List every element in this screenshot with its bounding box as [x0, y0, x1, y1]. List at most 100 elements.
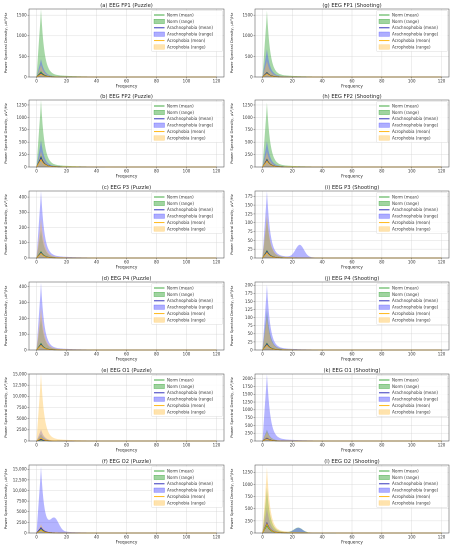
x-tick-label: 20	[64, 169, 70, 174]
subplot-9: (e) EEG O1 (Puzzle) 0 20 40 60 80 100 120 0 2500 5…	[3, 368, 225, 453]
x-tick-label: 80	[379, 169, 385, 174]
legend-entry: Norm (range)	[392, 110, 419, 115]
y-tick-label: 1000	[17, 33, 28, 38]
x-tick-label: 40	[94, 352, 100, 357]
y-axis-label: Power Spectral Density, µV²/Hz	[229, 194, 234, 255]
x-tick-label: 120	[213, 352, 221, 357]
subplot-title: (e) EEG O1 (Puzzle)	[101, 368, 152, 374]
legend-entry: Acrophobia (range)	[392, 44, 431, 49]
legend-entry: Norm (mean)	[392, 377, 419, 382]
legend-entry: Arachnophobia (mean)	[392, 25, 438, 30]
legend-entry: Acrophobia (mean)	[167, 494, 206, 499]
y-tick-label: 0	[24, 347, 27, 352]
legend-entry: Norm (range)	[392, 475, 419, 480]
legend-entry: Acrophobia (range)	[167, 135, 206, 140]
y-tick-label: 0	[24, 255, 27, 260]
x-tick-label: 60	[349, 352, 355, 357]
y-tick-label: 100	[245, 315, 253, 320]
y-tick-label: 0	[250, 164, 253, 169]
legend-swatch-area	[153, 396, 165, 402]
legend-entry: Acrophobia (range)	[167, 317, 206, 322]
x-tick-label: 120	[438, 535, 446, 540]
x-tick-label: 120	[213, 79, 221, 84]
y-axis-label: Power Spectral Density, µV²/Hz	[229, 377, 234, 438]
y-tick-label: 125	[245, 211, 253, 216]
legend-entry: Arachnophobia (mean)	[392, 390, 438, 395]
legend-entry: Arachnophobia (mean)	[392, 298, 438, 303]
x-tick-label: 120	[213, 260, 221, 265]
y-tick-label: 250	[245, 152, 253, 157]
x-tick-label: 0	[35, 79, 38, 84]
x-tick-label: 40	[94, 535, 100, 540]
x-axis-label: Frequency	[116, 84, 138, 89]
legend-entry: Acrophobia (range)	[167, 500, 206, 505]
legend-entry: Norm (range)	[392, 292, 419, 297]
y-tick-label: 0	[250, 530, 253, 535]
y-tick-label: 1750	[243, 384, 254, 389]
legend-swatch-area	[378, 409, 390, 415]
y-tick-label: 25	[248, 339, 254, 344]
legend-box	[151, 101, 223, 143]
x-tick-label: 20	[64, 352, 70, 357]
y-tick-label: 175	[245, 194, 253, 199]
x-tick-label: 40	[320, 79, 326, 84]
legend-entry: Norm (mean)	[167, 194, 194, 199]
x-tick-label: 60	[124, 443, 130, 448]
legend-swatch-area	[153, 292, 165, 297]
y-tick-label: 200	[19, 225, 27, 230]
x-axis-label: Frequency	[116, 540, 138, 545]
x-tick-label: 80	[379, 443, 385, 448]
y-tick-label: 15,000	[13, 467, 27, 472]
y-tick-label: 2500	[17, 520, 28, 525]
legend-swatch-area	[378, 292, 390, 297]
y-tick-label: 0	[24, 164, 27, 169]
y-tick-label: 0	[24, 438, 27, 443]
legend-entry: Acrophobia (range)	[392, 226, 431, 231]
x-tick-label: 80	[154, 443, 160, 448]
x-tick-label: 0	[261, 260, 264, 265]
legend-swatch-area	[378, 226, 390, 232]
x-tick-label: 60	[349, 169, 355, 174]
x-tick-label: 20	[64, 260, 70, 265]
y-tick-label: 500	[19, 54, 27, 59]
y-tick-label: 0	[250, 74, 253, 79]
y-tick-label: 7500	[17, 499, 28, 504]
x-tick-label: 80	[154, 352, 160, 357]
x-tick-label: 80	[379, 79, 385, 84]
legend-box	[151, 192, 223, 234]
x-axis-label: Frequency	[116, 357, 138, 362]
y-tick-label: 150	[245, 299, 253, 304]
y-tick-label: 2000	[243, 376, 254, 381]
x-axis-label: Frequency	[341, 265, 363, 270]
y-axis-label: Power Spectral Density, µV²/Hz	[229, 286, 234, 347]
x-tick-label: 80	[154, 79, 160, 84]
y-tick-label: 500	[245, 423, 253, 428]
x-tick-label: 60	[124, 352, 130, 357]
x-tick-label: 100	[408, 535, 416, 540]
legend-box	[151, 10, 223, 52]
legend-entry: Acrophobia (mean)	[392, 403, 431, 408]
y-tick-label: 10,000	[13, 488, 27, 493]
y-tick-label: 2500	[17, 427, 28, 432]
y-tick-label: 125	[245, 307, 253, 312]
x-tick-label: 0	[261, 169, 264, 174]
legend-entry: Acrophobia (range)	[167, 44, 206, 49]
y-axis-label: Power Spectral Density, µV²/Hz	[3, 377, 8, 438]
x-tick-label: 40	[320, 352, 326, 357]
y-tick-label: 1250	[243, 399, 254, 404]
legend-box	[376, 375, 448, 417]
x-tick-label: 80	[379, 535, 385, 540]
y-tick-label: 500	[245, 140, 253, 145]
x-tick-label: 0	[35, 169, 38, 174]
x-tick-label: 80	[154, 260, 160, 265]
legend-entry: Arachnophobia (range)	[392, 488, 439, 493]
legend-entry: Norm (range)	[392, 201, 419, 206]
subplot-title: (k) EEG O1 (Shooting)	[324, 368, 381, 374]
legend-entry: Acrophobia (mean)	[392, 311, 431, 316]
x-tick-label: 80	[154, 169, 160, 174]
x-tick-label: 20	[290, 169, 296, 174]
y-axis-label: Power Spectral Density, µV²/Hz	[3, 103, 8, 164]
x-tick-label: 0	[35, 260, 38, 265]
legend-swatch-area	[153, 201, 165, 206]
x-axis-label: Frequency	[116, 174, 138, 179]
